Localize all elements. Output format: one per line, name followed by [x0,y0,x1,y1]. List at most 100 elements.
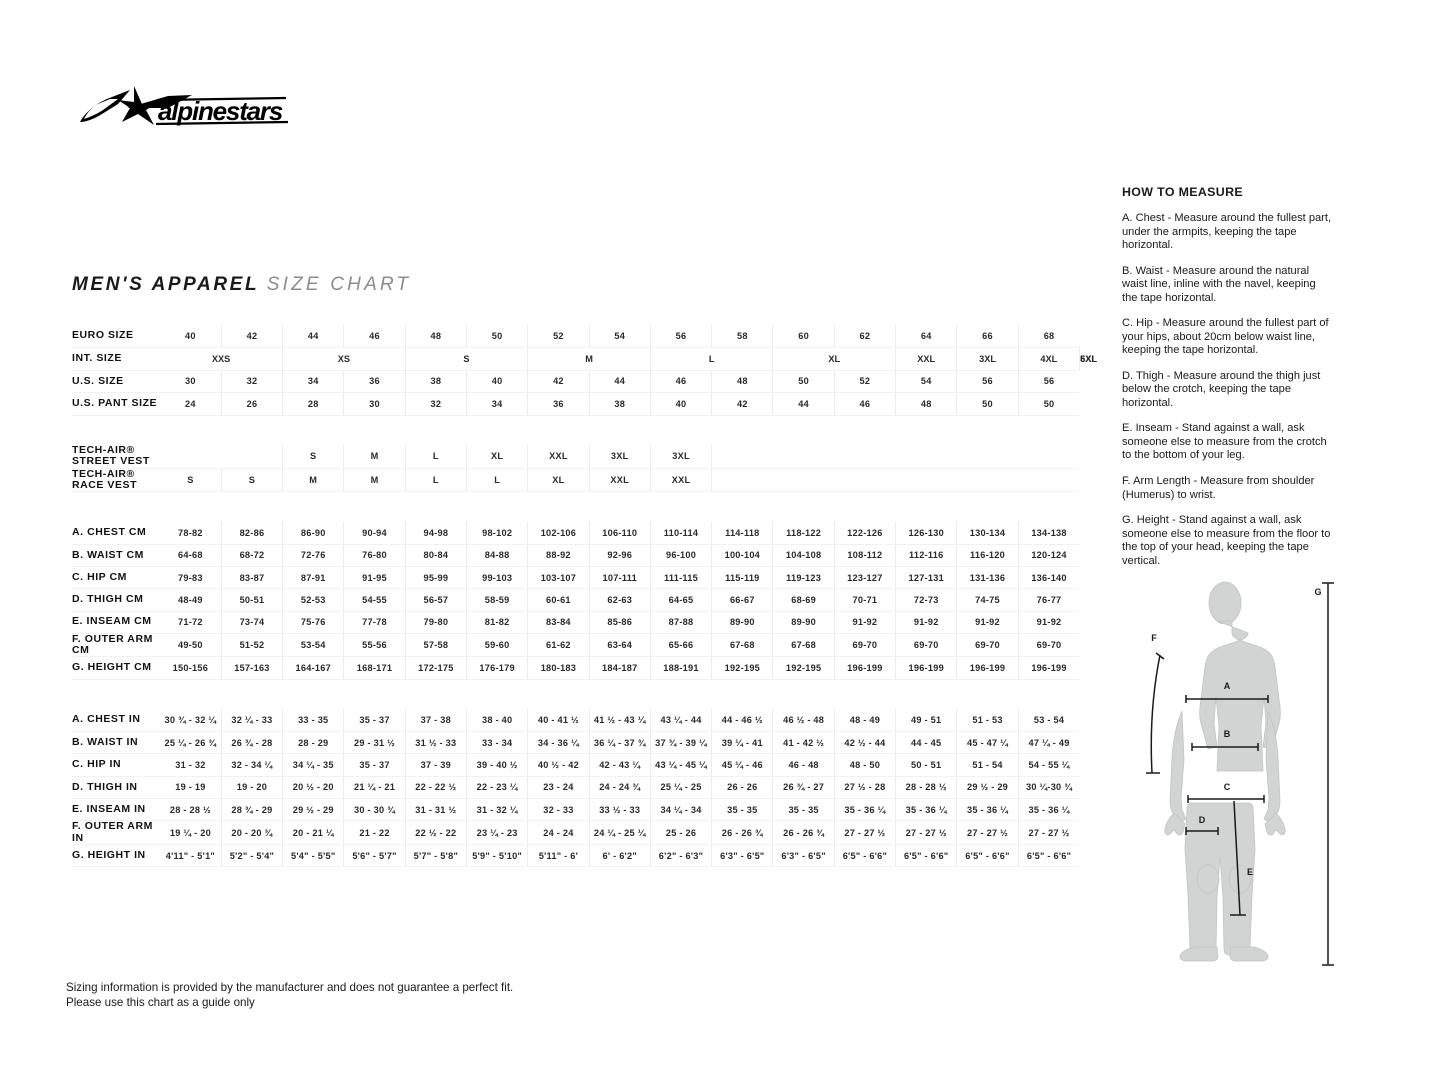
table-cell: M [343,445,406,469]
table-row: A. CHEST CM 78-82 82-86 86-90 90-94 94-98 98-1… [72,521,1080,545]
table-cell: 66-67 [711,588,774,612]
table-cell: 52 [834,370,897,393]
size-table: EURO SIZE 40 42 44 46 48 50 52 54 56 58 60 62 64 66 68 I… [72,325,1097,868]
table-cell: 59-60 [466,633,529,658]
table-cell: 6'5" - 6'6" [834,844,897,868]
row-label: U.S. SIZE [72,370,160,393]
table-cell: 67-68 [711,633,774,658]
table-cell: 68 [1018,325,1080,348]
table-row: D. THIGH CM 48-49 50-51 52-53 54-55 56-57 58-5… [72,588,1080,612]
table-cell: 48-49 [160,588,222,612]
table-cell: 69-70 [956,633,1019,658]
table-cell: 30 [160,370,222,393]
row-spacer [72,415,1080,445]
table-cell: 68-72 [221,544,284,567]
how-to-measure-item: B. Waist - Measure around the natural wa… [1122,264,1316,304]
table-cell: 25 - 26 [650,820,713,845]
table-cell: 79-80 [405,611,467,634]
table-cell: 48 [405,325,467,348]
table-cell: 29 ½ - 29 [282,798,345,822]
table-cell: XXL [527,445,590,469]
row-label: B. WAIST CM [72,544,160,567]
table-cell: S [221,468,284,493]
table-cell: 84-88 [466,544,529,567]
table-cell: 26 ¾ - 28 [221,731,284,755]
table-cell: XL [466,445,529,469]
table-cell: 58-59 [466,588,529,612]
table-cell: 108-112 [834,544,897,567]
table-row: TECH-AIR® STREET VEST S M L XL XXL 3XL 3XL [72,444,1080,469]
table-cell: 30 ¼-30 ¾ [1018,776,1080,799]
table-cell: 83-87 [221,566,284,590]
table-cell: 40 - 41 ½ [527,709,590,733]
table-cell: 62-63 [589,588,651,612]
table-cell [1018,445,1080,469]
table-cell [772,468,835,493]
figure-label-inseam: E [1247,867,1253,877]
how-to-measure-panel: HOW TO MEASURE A. Chest - Measure around… [1122,185,1332,580]
table-cell: XL [527,468,590,493]
table-cell: XXL [650,468,713,493]
table-cell: 35 - 36 ¼ [956,798,1019,822]
figure-label-chest: A [1224,681,1231,691]
table-cell: 89-90 [772,611,835,634]
table-row: F. OUTER ARM CM 49-50 51-52 53-54 55-56 57-58… [72,633,1080,658]
table-cell: 50 [1018,392,1080,416]
table-row: EURO SIZE 40 42 44 46 48 50 52 54 56 58 60 62 64 66 68 [72,325,1080,348]
table-cell: 5'9" - 5'10" [466,844,529,868]
table-cell: 60-61 [527,588,590,612]
table-cell: 110-114 [650,521,713,545]
table-cell: 131-136 [956,566,1019,590]
table-cell: 19 - 19 [160,776,222,799]
table-cell: 103-107 [527,566,590,590]
table-cell: 38 [589,392,651,416]
table-row: G. HEIGHT CM 150-156 157-163 164-167 168-171… [72,656,1080,680]
table-cell: 111-115 [650,566,713,590]
table-cell: 6'2" - 6'3" [650,844,713,868]
table-cell: 26 ¾ - 27 [772,776,835,799]
table-cell: 71-72 [160,611,222,634]
table-cell: 106-110 [589,521,651,545]
table-cell: 6'5" - 6'6" [895,844,958,868]
table-cell [834,445,896,469]
table-cell: 54-55 [343,588,406,612]
table-cell: L [405,468,467,493]
table-cell: 34 ¼ - 34 [650,798,713,822]
table-cell: 32 - 33 [527,798,590,822]
figure-label-height: G [1314,587,1321,597]
table-cell: 36 [527,392,590,416]
row-spacer [72,492,1080,522]
table-cell: 57-58 [405,633,467,658]
table-cell: 54 - 55 ¼ [1018,753,1080,777]
table-cell [956,445,1019,469]
table-row: U.S. SIZE 30 32 34 36 38 40 42 44 46 48 50 52 54 56 56 [72,370,1080,393]
table-cell: 65-66 [650,633,713,658]
table-cell: 78-82 [160,521,222,545]
table-cell: 24 - 24 ¾ [589,776,651,799]
table-cell: 98-102 [466,521,529,545]
table-cell: 3XL [650,445,713,469]
table-cell: 30 [343,392,406,416]
table-cell: 26 [221,392,284,416]
body-measurement-diagram: A B C D E F G [1122,575,1352,995]
table-cell: 4'11" - 5'1" [160,844,222,868]
disclaimer-line-2: Please use this chart as a guide only [66,996,255,1010]
table-cell [221,445,284,469]
table-cell [711,468,773,493]
table-cell: 20 - 21 ¼ [282,820,345,845]
table-cell: 48 [711,370,774,393]
table-cell: 116-120 [956,544,1019,567]
table-cell [834,468,896,493]
row-label: D. THIGH CM [72,588,160,612]
table-cell: 79-83 [160,566,222,590]
table-cell: 22 ½ - 22 [405,820,467,845]
table-cell: 54 [895,370,958,393]
table-cell: 87-88 [650,611,713,634]
alpinestars-logo: alpinestars [72,78,322,134]
row-label: A. CHEST IN [72,709,160,733]
table-cell: 56 [1018,370,1080,393]
table-cell: 6'3" - 6'5" [772,844,835,868]
table-cell: 122-126 [834,521,897,545]
table-cell: 32 [221,370,284,393]
table-cell: 50 - 51 [895,753,958,777]
